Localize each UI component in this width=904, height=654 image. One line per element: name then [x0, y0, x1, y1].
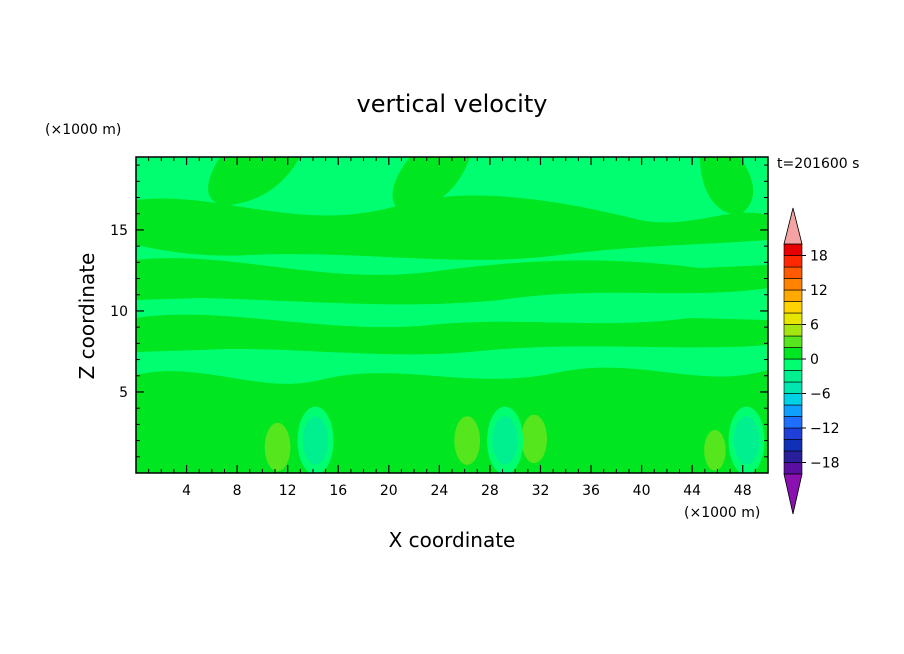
- colorbar-segment: [783, 335, 803, 348]
- downdraft-cell: [497, 426, 513, 456]
- x-unit-label: (×1000 m): [684, 505, 760, 521]
- colorbar-segment: [783, 416, 803, 429]
- colorbar-segment: [783, 439, 803, 452]
- velocity-cells: [259, 404, 765, 473]
- colorbar-segment: [783, 289, 803, 302]
- x-tick-label: 28: [481, 483, 499, 499]
- x-tick-label: 4: [182, 483, 191, 499]
- updraft-band: [392, 157, 470, 210]
- colorbar-under-arrow: [783, 473, 803, 515]
- colorbar-segment: [783, 393, 803, 406]
- colorbar-tick-label: 18: [810, 249, 828, 265]
- y-tick-label: 10: [110, 304, 128, 320]
- updraft-band: [700, 157, 754, 215]
- colorbar-tick-label: −6: [810, 387, 831, 403]
- colorbar-segment: [783, 255, 803, 268]
- colorbar: 18 12 6 0 −6 −12 −18: [783, 207, 840, 515]
- x-tick-label: 20: [380, 483, 398, 499]
- x-tick-label: 32: [532, 483, 550, 499]
- time-label: t=201600 s: [777, 156, 859, 172]
- colorbar-segment: [783, 266, 803, 279]
- x-axis: 4 8 12 16 20 24 28 32 36 40 44 48: [148, 157, 756, 499]
- colorbar-segment: [783, 450, 803, 463]
- colorbar-segment: [783, 301, 803, 314]
- x-tick-label: 24: [430, 483, 448, 499]
- colorbar-segment: [783, 358, 803, 371]
- colorbar-segment: [783, 427, 803, 440]
- chart-title: vertical velocity: [357, 90, 548, 118]
- colorbar-tick-label: 0: [810, 352, 819, 368]
- updraft-cell: [269, 432, 286, 462]
- plot-area: [136, 157, 768, 473]
- x-tick-label: 16: [329, 483, 347, 499]
- updraft-cell: [459, 426, 475, 456]
- colorbar-tick-label: 12: [810, 283, 828, 299]
- colorbar-segment: [783, 243, 803, 256]
- x-tick-label: 12: [279, 483, 297, 499]
- x-tick-label: 44: [683, 483, 701, 499]
- colorbar-segment: [783, 347, 803, 360]
- updraft-band: [136, 195, 768, 260]
- x-tick-label: 40: [633, 483, 651, 499]
- updraft-band: [136, 314, 768, 355]
- velocity-bands: [136, 157, 768, 473]
- colorbar-segment: [783, 462, 803, 475]
- y-tick-label: 15: [110, 223, 128, 239]
- colorbar-segment: [783, 312, 803, 325]
- colorbar-segment: [783, 404, 803, 417]
- downdraft-cell: [307, 426, 324, 456]
- y-axis: 5 10 15: [110, 164, 768, 458]
- updraft-band: [208, 157, 300, 206]
- colorbar-over-arrow: [783, 207, 803, 245]
- colorbar-tick-label: −18: [810, 456, 840, 472]
- colorbar-tick-label: 6: [810, 318, 819, 334]
- colorbar-segment: [783, 381, 803, 394]
- colorbar-segment: [783, 370, 803, 383]
- x-tick-label: 36: [582, 483, 600, 499]
- colorbar-segment: [783, 324, 803, 337]
- x-tick-label: 48: [734, 483, 752, 499]
- x-axis-label: X coordinate: [389, 528, 516, 552]
- updraft-cell: [704, 429, 726, 471]
- y-axis-label: Z coordinate: [75, 253, 99, 380]
- x-tick-label: 8: [233, 483, 242, 499]
- colorbar-segment: [783, 278, 803, 291]
- downdraft-cell: [738, 426, 755, 456]
- colorbar-tick-label: −12: [810, 421, 840, 437]
- y-unit-label: (×1000 m): [45, 122, 121, 138]
- updraft-cell: [526, 424, 542, 454]
- y-tick-label: 5: [119, 385, 128, 401]
- updraft-band: [136, 258, 768, 305]
